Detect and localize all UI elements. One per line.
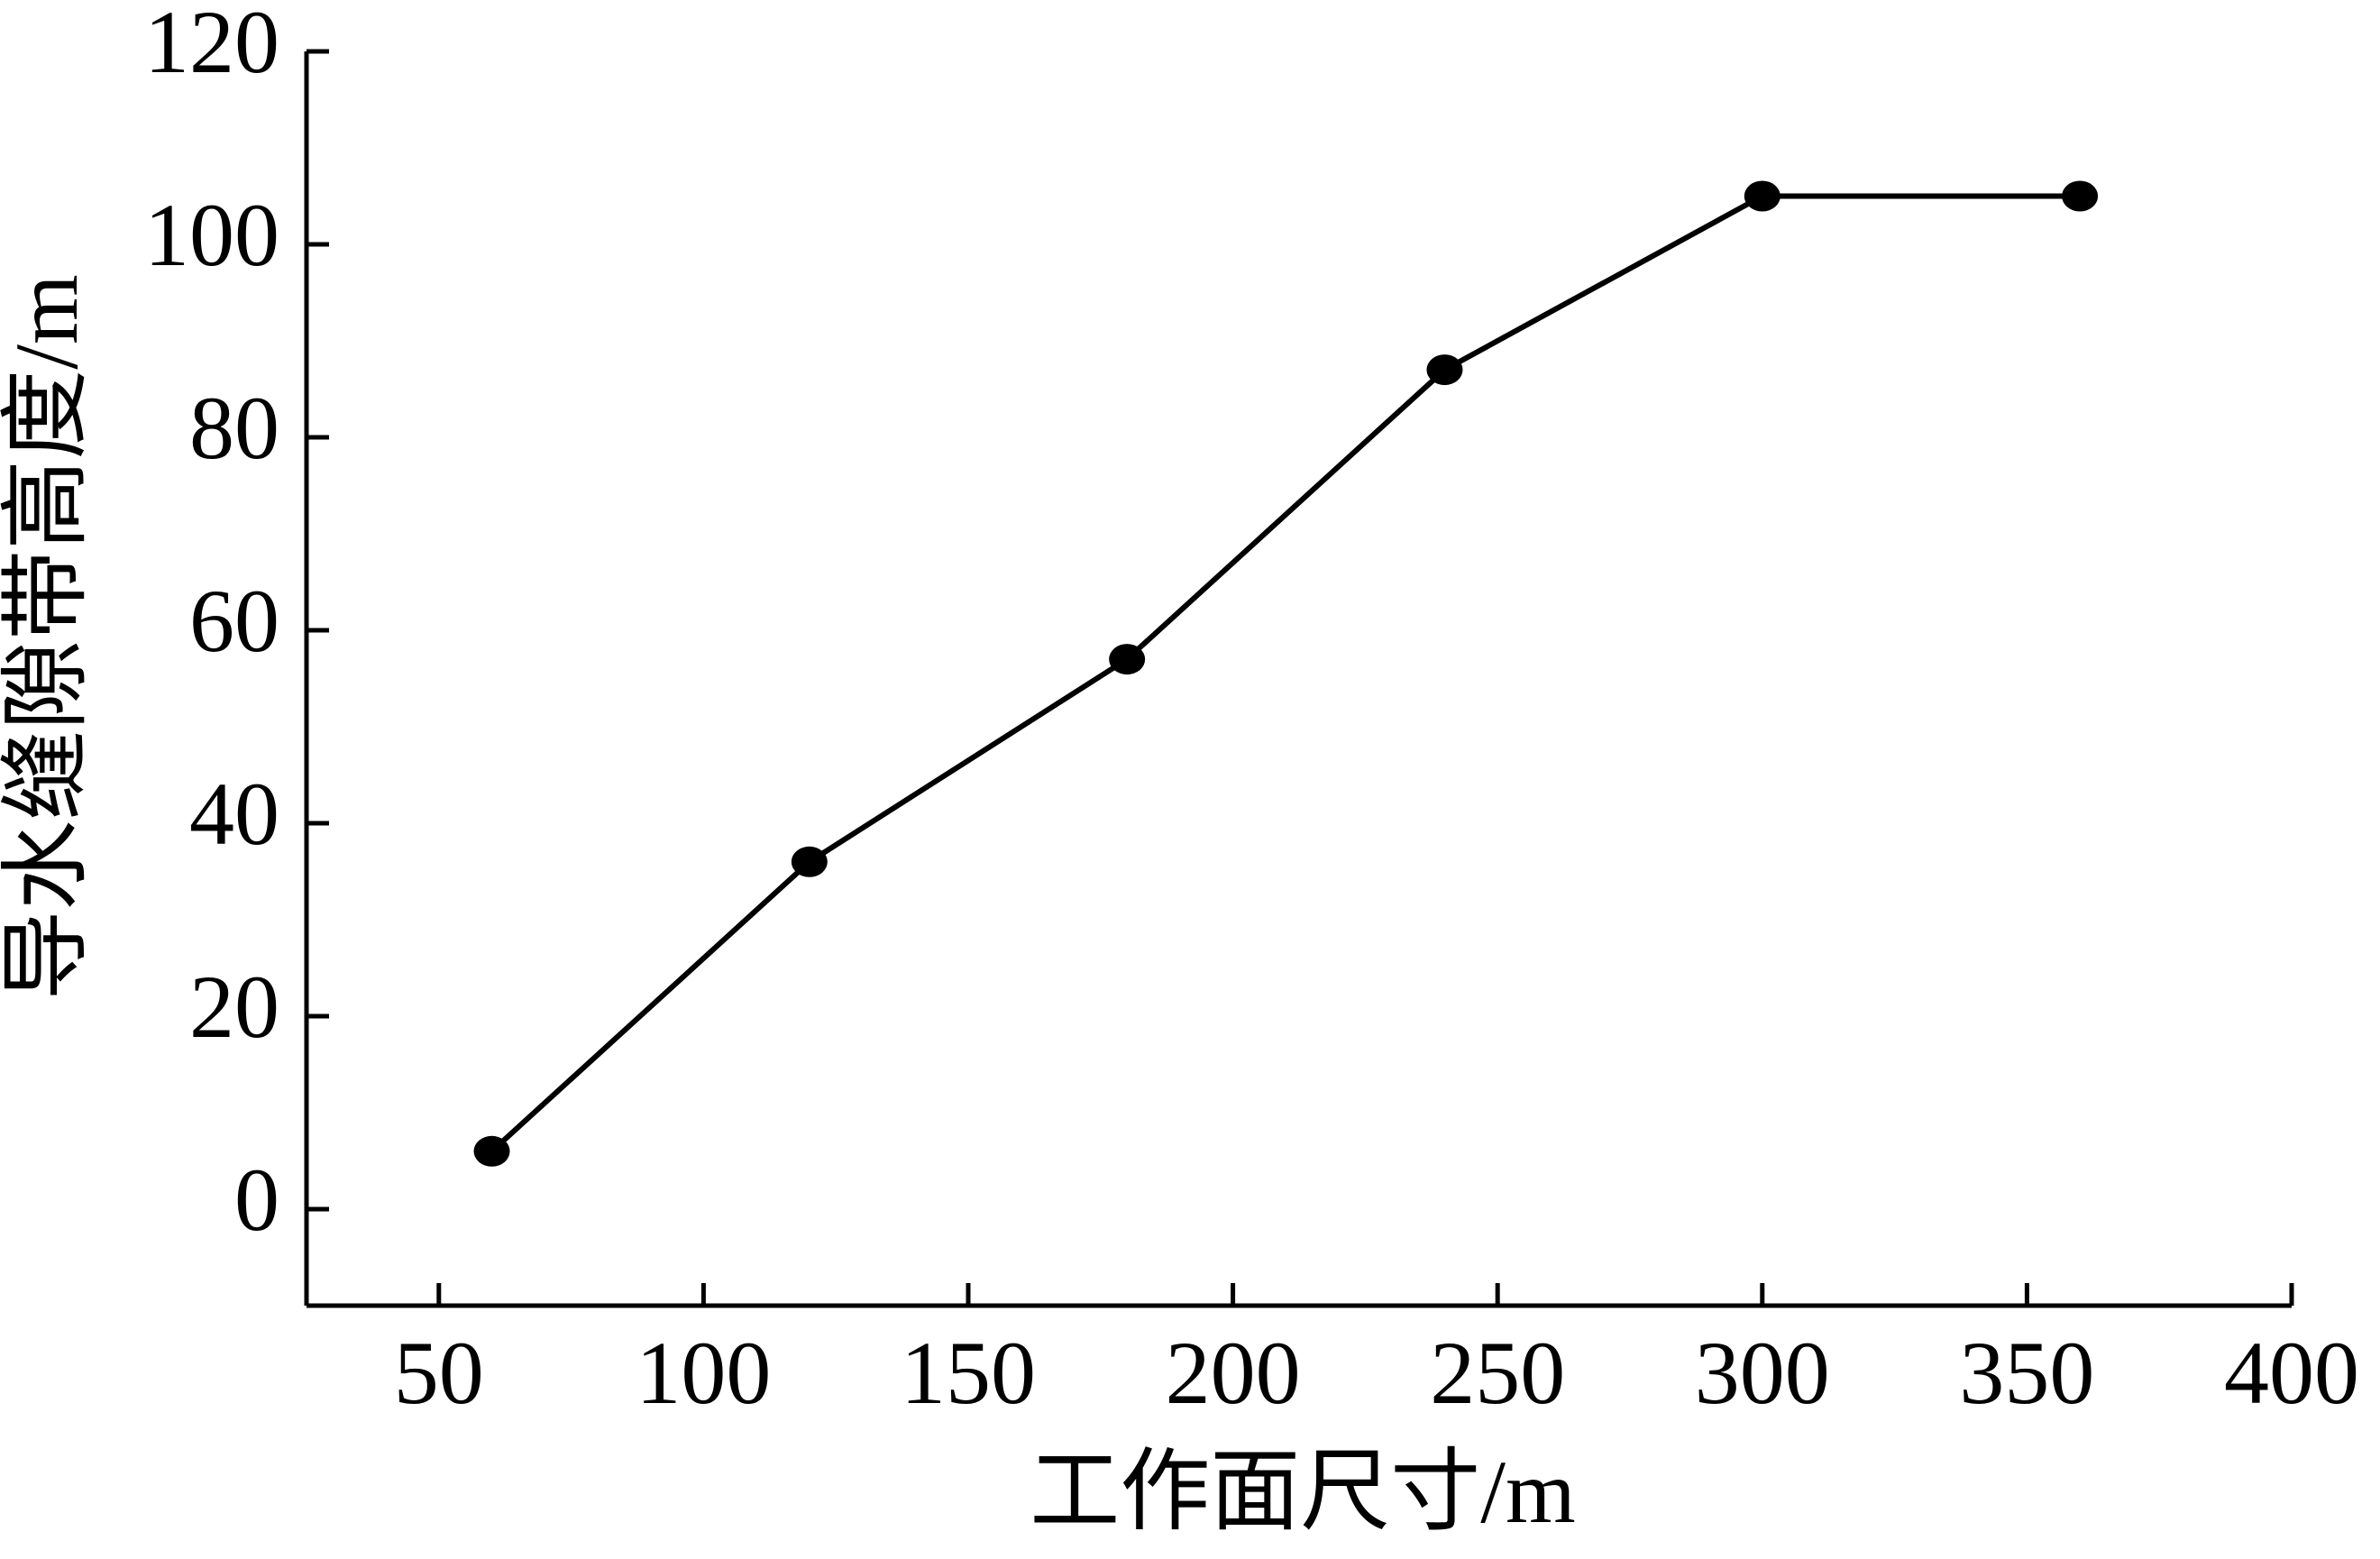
x-tick-label: 300 xyxy=(1695,1323,1830,1423)
x-tick-label: 150 xyxy=(901,1323,1036,1423)
x-tick-label: 400 xyxy=(2224,1323,2359,1423)
y-tick-label: 20 xyxy=(189,957,279,1057)
y-tick-label: 40 xyxy=(189,764,279,864)
y-tick-label: 120 xyxy=(144,0,279,92)
marker xyxy=(1426,354,1463,386)
y-tick-label: 80 xyxy=(189,378,279,478)
marker xyxy=(791,846,828,877)
line xyxy=(490,193,2081,1154)
y-tick-label: 0 xyxy=(234,1150,279,1250)
marker xyxy=(1744,180,1780,212)
marker xyxy=(1109,644,1146,675)
x-axis-label: 工作面尺寸/m xyxy=(1030,1442,1576,1542)
y-tick-label: 100 xyxy=(144,185,279,285)
x-tick-label: 350 xyxy=(1959,1323,2094,1423)
marker xyxy=(2062,180,2099,212)
x-tick-label: 100 xyxy=(636,1323,771,1423)
marker xyxy=(473,1135,510,1167)
x-tick-label: 50 xyxy=(394,1323,484,1423)
x-tick-label: 200 xyxy=(1166,1323,1301,1423)
x-tick-label: 250 xyxy=(1430,1323,1565,1423)
y-tick-label: 60 xyxy=(189,571,279,671)
y-axis-label: 导水缝隙带高度/m xyxy=(0,274,96,1001)
